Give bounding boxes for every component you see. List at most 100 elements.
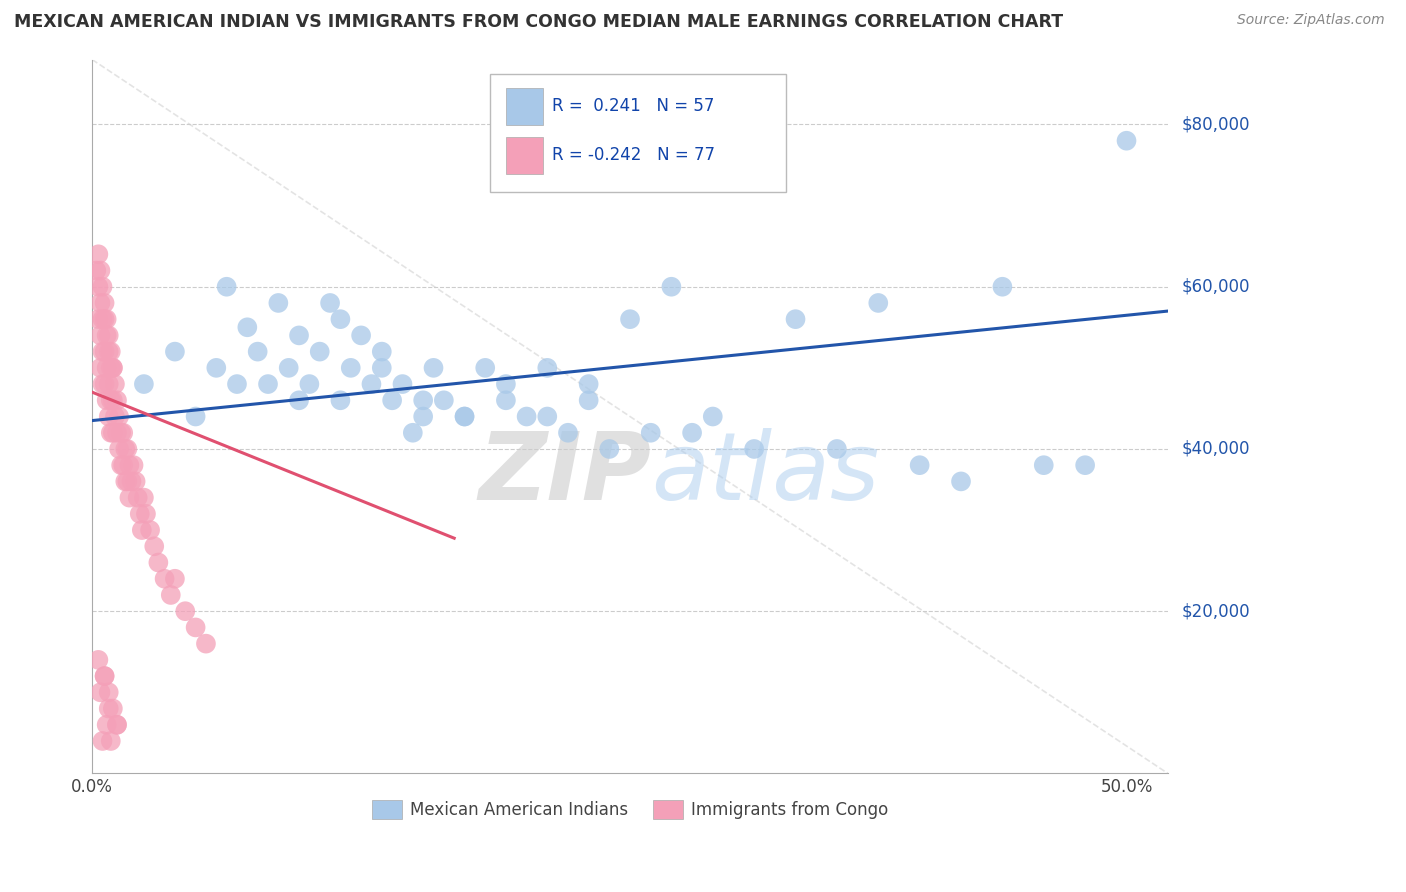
Point (371, 360, 394, 375)
Point (226, 377, 249, 392)
Point (87, 312, 110, 326)
Point (184, 409, 207, 424)
Text: MEXICAN AMERICAN INDIAN VS IMMIGRANTS FROM CONGO MEDIAN MALE EARNINGS CORRELATIO: MEXICAN AMERICAN INDIAN VS IMMIGRANTS FR… (14, 13, 1063, 31)
Point (93, 312, 115, 326)
Point (97, 685, 120, 699)
Point (100, 425, 122, 440)
Point (97, 701, 120, 715)
Point (124, 475, 146, 489)
Point (371, 344, 394, 359)
Point (104, 377, 127, 392)
Point (96, 360, 118, 375)
Point (453, 409, 475, 424)
Point (89, 296, 111, 310)
Point (89, 263, 111, 277)
Text: $60,000: $60,000 (1182, 277, 1250, 296)
Point (329, 393, 352, 408)
Point (101, 425, 124, 440)
Point (112, 425, 135, 440)
Point (422, 360, 444, 375)
Point (153, 572, 176, 586)
Point (163, 572, 186, 586)
Point (1032, 458, 1054, 473)
Point (131, 523, 153, 537)
Point (100, 393, 122, 408)
Point (93, 669, 115, 683)
Point (91, 344, 114, 359)
Point (236, 320, 259, 334)
Point (97, 377, 120, 392)
Point (127, 491, 149, 505)
Text: R = -0.242   N = 77: R = -0.242 N = 77 (551, 145, 714, 163)
Point (1074, 458, 1097, 473)
Point (516, 409, 538, 424)
Point (118, 491, 141, 505)
Point (267, 296, 290, 310)
Point (101, 393, 124, 408)
Point (381, 393, 404, 408)
Point (194, 637, 217, 651)
Point (825, 442, 848, 456)
Point (163, 344, 186, 359)
Text: $20,000: $20,000 (1182, 602, 1250, 620)
Point (105, 393, 128, 408)
Text: Source: ZipAtlas.com: Source: ZipAtlas.com (1237, 13, 1385, 28)
Point (215, 279, 238, 293)
Point (128, 507, 150, 521)
Point (308, 344, 330, 359)
Point (108, 409, 131, 424)
Point (118, 458, 141, 473)
Point (114, 475, 136, 489)
Point (100, 344, 122, 359)
Point (96, 393, 118, 408)
Point (868, 296, 890, 310)
Point (184, 620, 207, 634)
Point (159, 588, 181, 602)
Point (908, 458, 931, 473)
Point (87, 247, 110, 261)
Point (148, 556, 170, 570)
Point (91, 279, 114, 293)
Point (702, 409, 724, 424)
Point (93, 296, 115, 310)
Point (100, 734, 122, 748)
Point (87, 653, 110, 667)
Point (598, 442, 620, 456)
Point (117, 475, 139, 489)
Point (640, 425, 662, 440)
Point (360, 377, 382, 392)
Point (132, 377, 155, 392)
Point (97, 328, 120, 343)
Point (246, 344, 269, 359)
Point (433, 393, 456, 408)
Point (96, 312, 118, 326)
Point (681, 425, 703, 440)
Point (91, 734, 114, 748)
Point (101, 360, 124, 375)
Point (339, 360, 361, 375)
Point (578, 377, 600, 392)
Point (536, 360, 558, 375)
Point (350, 328, 373, 343)
Point (93, 377, 115, 392)
Text: $80,000: $80,000 (1182, 115, 1250, 134)
Text: R =  0.241   N = 57: R = 0.241 N = 57 (551, 97, 714, 115)
Point (402, 425, 425, 440)
Point (412, 409, 434, 424)
Point (474, 360, 496, 375)
Text: atlas: atlas (651, 428, 880, 519)
Point (101, 701, 124, 715)
Point (495, 393, 517, 408)
FancyBboxPatch shape (506, 136, 543, 174)
Point (93, 669, 115, 683)
FancyBboxPatch shape (506, 88, 543, 125)
Point (1115, 134, 1137, 148)
Point (91, 312, 114, 326)
Point (132, 491, 155, 505)
Point (329, 312, 352, 326)
Point (991, 279, 1014, 293)
Text: $40,000: $40,000 (1182, 440, 1250, 458)
Point (86, 263, 108, 277)
Point (319, 296, 342, 310)
Point (110, 458, 132, 473)
